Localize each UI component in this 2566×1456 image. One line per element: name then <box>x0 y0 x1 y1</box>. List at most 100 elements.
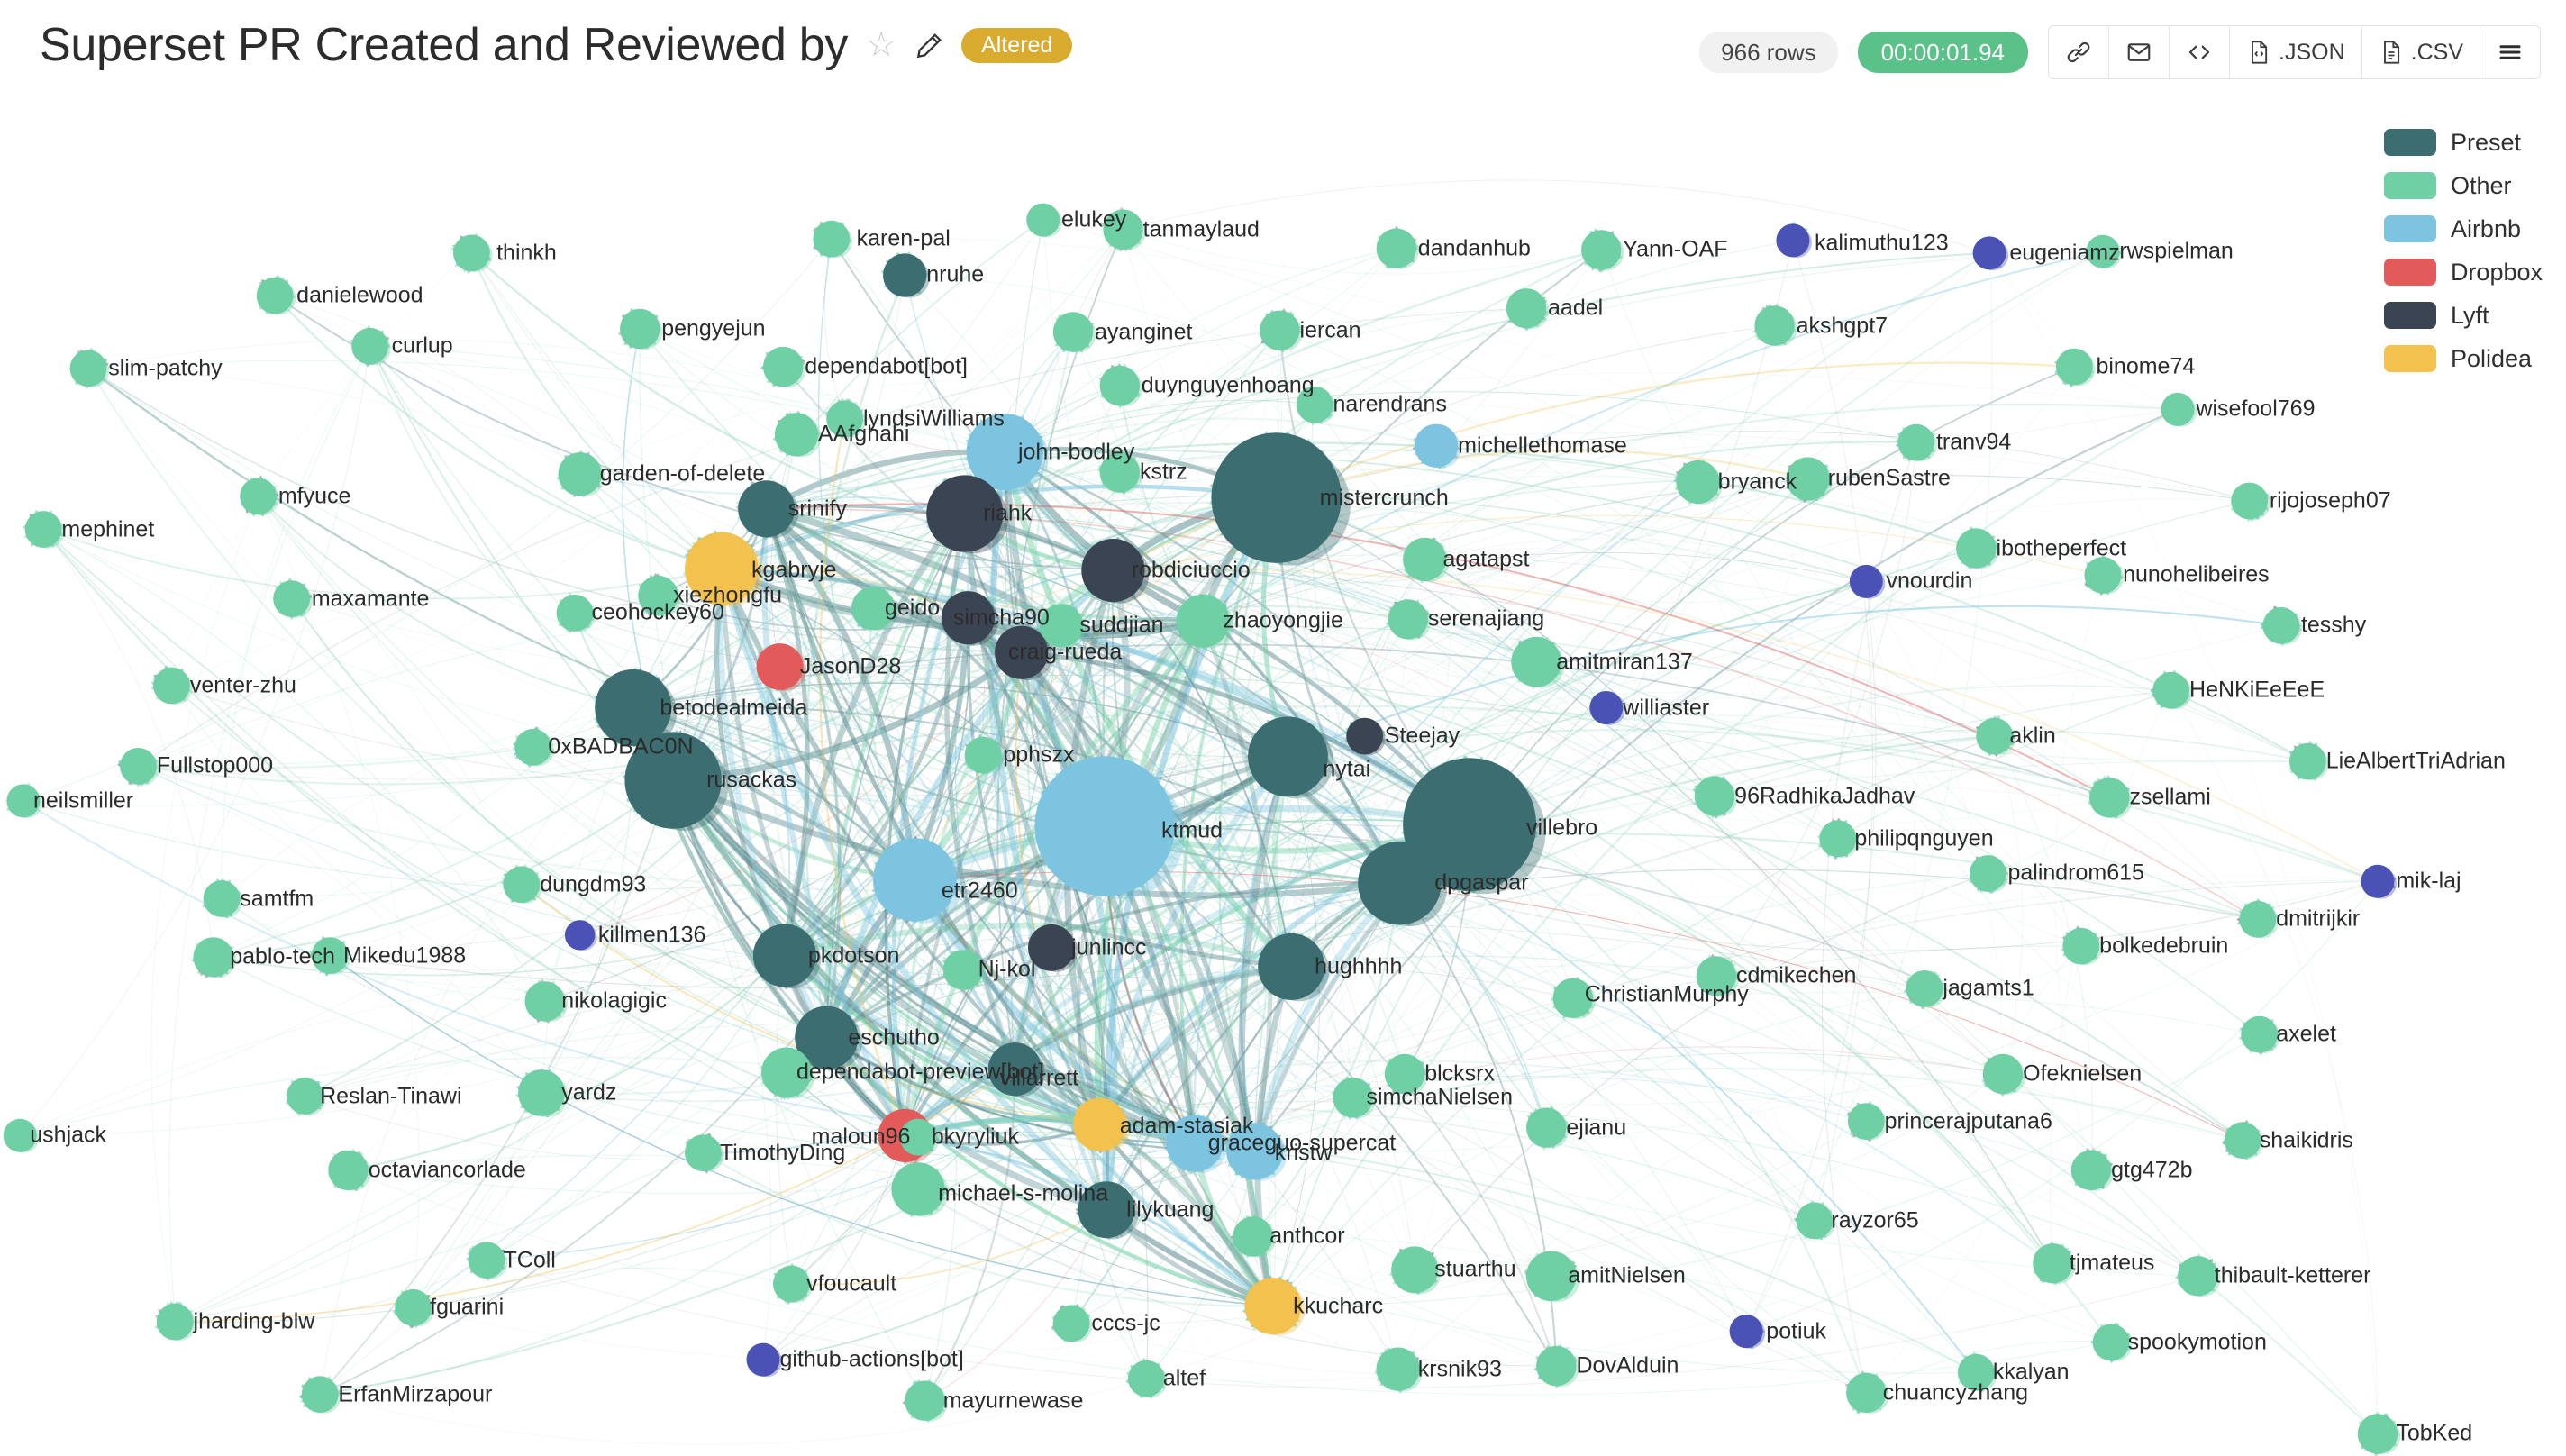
graph-node[interactable] <box>995 625 1049 679</box>
graph-node[interactable] <box>1536 1345 1577 1387</box>
embed-code-button[interactable] <box>2170 26 2231 78</box>
graph-node[interactable] <box>883 253 927 297</box>
graph-node[interactable] <box>1052 312 1094 352</box>
copy-link-button[interactable] <box>2049 26 2110 78</box>
legend-item-polidea[interactable]: Polidea <box>2383 337 2543 380</box>
graph-node[interactable] <box>905 1380 945 1421</box>
graph-node[interactable] <box>941 591 996 645</box>
graph-node[interactable] <box>193 937 233 978</box>
graph-node[interactable] <box>1248 716 1328 797</box>
graph-node[interactable] <box>1581 230 1622 270</box>
graph-node[interactable] <box>1052 1305 1090 1342</box>
export-csv-button[interactable]: .CSV <box>2362 26 2480 78</box>
legend-item-airbnb[interactable]: Airbnb <box>2383 207 2543 250</box>
graph-node[interactable] <box>2231 482 2269 520</box>
graph-node[interactable] <box>351 327 388 365</box>
graph-node[interactable] <box>1776 223 1810 258</box>
graph-node[interactable] <box>761 1047 812 1098</box>
graph-node[interactable] <box>1849 564 1883 598</box>
graph-node[interactable] <box>556 595 594 632</box>
graph-node[interactable] <box>1696 956 1737 996</box>
graph-node[interactable] <box>2092 1324 2130 1361</box>
graph-node[interactable] <box>746 1342 780 1377</box>
graph-node[interactable] <box>2178 1256 2218 1297</box>
graph-node[interactable] <box>899 1118 937 1156</box>
graph-node[interactable] <box>24 511 62 548</box>
graph-node[interactable] <box>240 478 277 515</box>
graph-node[interactable] <box>1589 691 1624 724</box>
graph-node[interactable] <box>1982 1053 2024 1095</box>
graph-node[interactable] <box>1526 1107 1567 1148</box>
legend-item-dropbox[interactable]: Dropbox <box>2383 250 2543 294</box>
graph-node[interactable] <box>203 880 241 917</box>
graph-node[interactable] <box>1078 1181 1135 1239</box>
graph-node[interactable] <box>826 400 863 438</box>
graph-node[interactable] <box>1729 1315 1763 1349</box>
graph-node[interactable] <box>69 350 107 387</box>
graph-node[interactable] <box>624 732 722 829</box>
graph-node[interactable] <box>773 1265 810 1303</box>
graph-node[interactable] <box>1026 203 1060 237</box>
graph-node[interactable] <box>2357 1414 2398 1454</box>
graph-node[interactable] <box>395 1288 432 1326</box>
graph-node[interactable] <box>774 413 819 457</box>
graph-node[interactable] <box>1976 717 2014 755</box>
graph-node[interactable] <box>964 736 1002 774</box>
graph-node[interactable] <box>738 480 796 538</box>
export-json-button[interactable]: .JSON <box>2230 26 2362 78</box>
graph-node[interactable] <box>1384 1053 1425 1095</box>
graph-node[interactable] <box>685 532 759 605</box>
graph-node[interactable] <box>620 308 660 350</box>
legend-item-preset[interactable]: Preset <box>2383 121 2543 164</box>
graph-node[interactable] <box>453 234 490 272</box>
graph-node[interactable] <box>1244 1278 1302 1335</box>
graph-node[interactable] <box>763 346 804 387</box>
graph-node[interactable] <box>1956 528 1997 569</box>
graph-node[interactable] <box>1754 305 1795 346</box>
graph-node[interactable] <box>1128 1360 1165 1397</box>
graph-node[interactable] <box>1296 386 1333 423</box>
graph-node[interactable] <box>942 950 984 990</box>
graph-node[interactable] <box>595 669 672 747</box>
graph-node[interactable] <box>468 1242 505 1279</box>
graph-node[interactable] <box>1525 1251 1577 1302</box>
graph-node[interactable] <box>2062 927 2100 965</box>
graph-node[interactable] <box>514 728 552 766</box>
graph-node[interactable] <box>638 575 678 616</box>
graph-node[interactable] <box>987 1042 1042 1097</box>
graph-node[interactable] <box>2152 671 2190 709</box>
network-graph-canvas[interactable]: thinkh karen-pal elukey tanmaylaud nruhe dand… <box>0 106 2566 1456</box>
graph-node[interactable] <box>756 643 804 690</box>
graph-node[interactable] <box>2289 742 2326 780</box>
graph-node[interactable] <box>1099 365 1141 406</box>
graph-node[interactable] <box>873 838 957 922</box>
graph-node[interactable] <box>256 277 294 314</box>
graph-node[interactable] <box>2084 557 2122 594</box>
graph-node[interactable] <box>273 580 310 617</box>
graph-node[interactable] <box>2161 392 2195 426</box>
graph-node[interactable] <box>1039 604 1084 648</box>
graph-node[interactable] <box>1897 423 1935 461</box>
graph-node[interactable] <box>685 1134 722 1171</box>
graph-node[interactable] <box>524 981 565 1022</box>
graph-node[interactable] <box>311 937 349 974</box>
graph-node[interactable] <box>1258 933 1325 1000</box>
graph-node[interactable] <box>795 1006 859 1069</box>
graph-node[interactable] <box>1103 209 1143 250</box>
legend-item-lyft[interactable]: Lyft <box>2383 294 2543 337</box>
graph-node[interactable] <box>1694 776 1735 816</box>
graph-node[interactable] <box>1847 1103 1885 1140</box>
graph-node[interactable] <box>3 1118 37 1152</box>
graph-node[interactable] <box>1676 460 1720 505</box>
graph-node[interactable] <box>1969 855 2006 892</box>
graph-node[interactable] <box>813 220 851 258</box>
graph-node[interactable] <box>966 414 1043 491</box>
edit-icon[interactable] <box>914 30 945 60</box>
star-icon[interactable]: ☆ <box>866 26 897 64</box>
graph-node[interactable] <box>2361 864 2395 898</box>
graph-node[interactable] <box>518 1069 565 1116</box>
graph-node[interactable] <box>2241 1015 2279 1053</box>
graph-node[interactable] <box>1957 1353 1995 1391</box>
graph-node[interactable] <box>851 587 896 631</box>
graph-node[interactable] <box>1388 599 1428 640</box>
